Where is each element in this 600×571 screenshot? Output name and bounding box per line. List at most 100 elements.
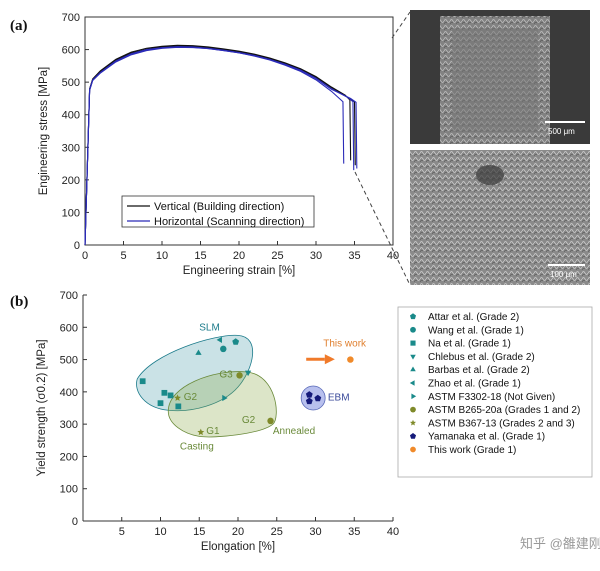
legend-label: Vertical (Building direction) bbox=[154, 201, 284, 213]
y-tick-label: 600 bbox=[60, 322, 78, 334]
x-tick-label: 30 bbox=[310, 250, 322, 262]
data-point bbox=[267, 417, 274, 425]
x-tick-label: 5 bbox=[120, 250, 126, 262]
annealed-label: Annealed bbox=[273, 426, 315, 437]
data-point bbox=[139, 378, 146, 385]
data-point bbox=[244, 370, 252, 377]
data-point bbox=[236, 372, 243, 379]
legend-label: Yamanaka et al. (Grade 1) bbox=[428, 432, 545, 443]
yield-elongation-chart: 5 10 15 20 25 30 35 400100200300400500600700Elo… bbox=[36, 290, 593, 553]
panel-label-a: (a) bbox=[10, 18, 28, 34]
legend-label: Attar et al. (Grade 2) bbox=[428, 312, 519, 323]
y-tick-label: 0 bbox=[74, 240, 80, 252]
y-tick-label: 600 bbox=[62, 45, 80, 57]
x-tick-label: 40 bbox=[387, 250, 399, 262]
sem-image-bottom: 100 μm bbox=[410, 150, 590, 285]
legend-marker bbox=[410, 354, 416, 360]
x-tick-label: 40 bbox=[387, 526, 399, 538]
g1-label: G1 bbox=[206, 426, 220, 437]
y-tick-label: 500 bbox=[60, 355, 78, 367]
x-tick-label: 15 bbox=[193, 526, 205, 538]
stress-strain-chart: 0 5 10 15 20 25 30 35 400100200300400500600700En… bbox=[38, 12, 399, 277]
scale-label-top: 500 μm bbox=[548, 127, 575, 136]
legend-label: Na et al. (Grade 1) bbox=[428, 339, 511, 350]
scale-label-bottom: 100 μm bbox=[550, 270, 577, 279]
x-tick-label: 15 bbox=[194, 250, 206, 262]
data-point bbox=[220, 345, 227, 353]
legend-label: This work (Grade 1) bbox=[428, 445, 516, 456]
data-point bbox=[305, 391, 313, 398]
legend-label: Horizontal (Scanning direction) bbox=[154, 216, 304, 228]
y-tick-label: 100 bbox=[60, 484, 78, 496]
data-point bbox=[222, 394, 228, 402]
data-point bbox=[314, 394, 322, 402]
data-point bbox=[161, 389, 168, 396]
legend-marker bbox=[409, 313, 417, 320]
legend-marker bbox=[409, 419, 417, 426]
x-tick-label: 10 bbox=[154, 526, 166, 538]
legend-label: ASTM B265-20a (Grades 1 and 2) bbox=[428, 405, 580, 416]
x-tick-label: 10 bbox=[156, 250, 168, 262]
x-tick-label: 20 bbox=[233, 250, 245, 262]
y-tick-label: 700 bbox=[62, 12, 80, 24]
data-point bbox=[305, 397, 313, 405]
this-work-label: This work bbox=[323, 339, 367, 350]
legend-label: Zhao et al. (Grade 1) bbox=[428, 379, 521, 390]
x-tick-label: 5 bbox=[119, 526, 125, 538]
legend-marker bbox=[409, 380, 415, 386]
ebm-label: EBM bbox=[328, 392, 350, 403]
y-tick-label: 500 bbox=[62, 77, 80, 89]
legend-label: Chlebus et al. (Grade 2) bbox=[428, 352, 535, 363]
y-tick-label: 400 bbox=[60, 387, 78, 399]
g2-casting-label: G2 bbox=[184, 392, 198, 403]
data-point bbox=[232, 338, 240, 345]
legend-marker bbox=[410, 366, 416, 372]
stress-strain-curve bbox=[84, 46, 358, 246]
data-point bbox=[195, 349, 202, 355]
legend-label: Wang et al. (Grade 1) bbox=[428, 325, 524, 336]
legend-box bbox=[397, 306, 593, 478]
data-point bbox=[216, 336, 222, 343]
watermark: 知乎 @雒建刚 bbox=[520, 536, 600, 551]
arrow-head-icon bbox=[324, 354, 335, 365]
x-tick-label: 0 bbox=[82, 250, 88, 262]
sem-image-top: 500 μm bbox=[410, 10, 590, 144]
x-tick-label: 25 bbox=[271, 526, 283, 538]
y-tick-label: 700 bbox=[60, 290, 78, 302]
casting-label: Casting bbox=[180, 441, 214, 452]
data-point bbox=[347, 356, 354, 363]
x-tick-label: 35 bbox=[348, 526, 360, 538]
x-tick-label: 25 bbox=[271, 250, 283, 262]
x-axis-label: Engineering strain [%] bbox=[183, 265, 296, 277]
g3-label: G3 bbox=[219, 369, 233, 380]
slm-label: SLM bbox=[199, 323, 220, 334]
data-point bbox=[157, 400, 164, 407]
y-tick-label: 200 bbox=[60, 451, 78, 463]
legend-label: Barbas et al. (Grade 2) bbox=[428, 365, 530, 376]
zoom-guide-line bbox=[391, 11, 411, 39]
y-axis-label: Yield strength (σ0.2) [MPa] bbox=[36, 339, 48, 476]
data-point bbox=[197, 428, 205, 436]
legend-marker bbox=[411, 393, 417, 400]
y-tick-label: 300 bbox=[60, 419, 78, 431]
casting-annealed-region bbox=[167, 371, 277, 438]
legend-marker bbox=[410, 406, 416, 413]
zoom-guide-line bbox=[354, 171, 411, 286]
legend: Vertical (Building direction) Horizontal … bbox=[121, 195, 315, 228]
data-point bbox=[175, 403, 182, 410]
legend-marker bbox=[410, 446, 416, 453]
legend-box bbox=[121, 195, 315, 228]
ebm-region bbox=[300, 385, 326, 411]
x-tick-label: 35 bbox=[348, 250, 360, 262]
y-tick-label: 400 bbox=[62, 110, 80, 122]
legend: Attar et al. (Grade 2) Wang et al. (Grade… bbox=[397, 306, 593, 478]
x-axis-label: Elongation [%] bbox=[201, 541, 275, 553]
y-tick-label: 300 bbox=[62, 142, 80, 154]
legend-marker bbox=[410, 326, 416, 333]
y-tick-label: 100 bbox=[62, 207, 80, 219]
x-tick-label: 30 bbox=[309, 526, 321, 538]
legend-marker bbox=[410, 340, 416, 346]
y-axis-label: Engineering stress [MPa] bbox=[38, 67, 50, 195]
y-tick-label: 0 bbox=[72, 516, 78, 528]
